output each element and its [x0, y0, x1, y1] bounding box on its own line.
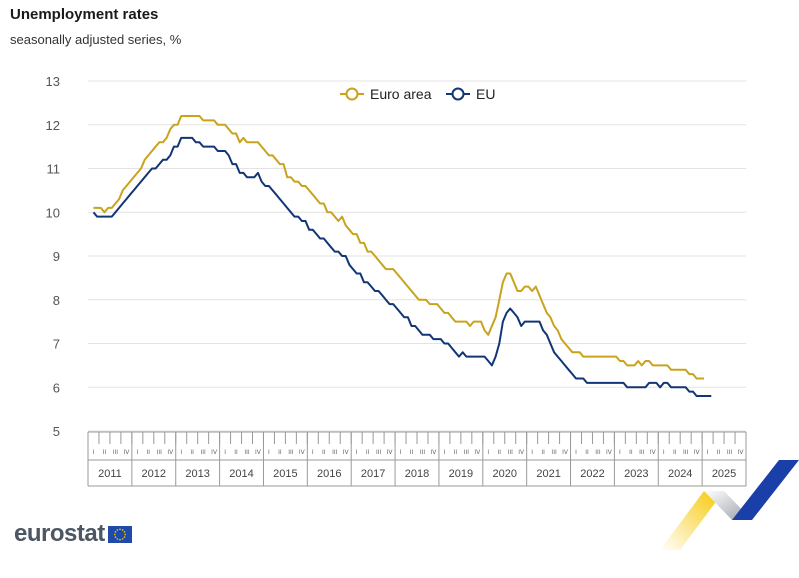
year-label: 2020 [492, 468, 516, 480]
series-line-eu [92, 136, 712, 397]
y-tick-label: 10 [46, 205, 60, 220]
year-label: 2023 [624, 468, 648, 480]
quarter-label: IV [562, 449, 569, 456]
quarter-label: I [531, 449, 533, 456]
quarter-label: II [673, 449, 677, 456]
quarter-label: I [444, 449, 446, 456]
y-tick-label: 6 [53, 380, 60, 395]
quarter-label: I [268, 449, 270, 456]
quarter-label: II [322, 449, 326, 456]
year-label: 2022 [580, 468, 604, 480]
quarter-label: I [663, 449, 665, 456]
y-tick-label: 8 [53, 293, 60, 308]
quarter-label: II [585, 449, 589, 456]
year-label: 2018 [405, 468, 429, 480]
y-tick-label: 12 [46, 118, 60, 133]
quarter-label: I [575, 449, 577, 456]
brand-name: eurostat [14, 520, 105, 547]
year-label: 2016 [317, 468, 341, 480]
year-label: 2024 [668, 468, 692, 480]
quarter-label: II [410, 449, 414, 456]
legend-label: Euro area [370, 86, 432, 102]
year-label: 2019 [449, 468, 473, 480]
year-label: 2017 [361, 468, 385, 480]
y-tick-label: 11 [47, 162, 61, 177]
legend-marker [345, 87, 359, 101]
chart-title: Unemployment rates [10, 6, 159, 23]
quarter-label: II [629, 449, 633, 456]
y-tick-label: 5 [53, 424, 60, 439]
quarter-label: II [190, 449, 194, 456]
chart-subtitle: seasonally adjusted series, % [10, 32, 182, 47]
year-label: 2012 [142, 468, 166, 480]
quarter-label: II [278, 449, 282, 456]
quarter-label: I [180, 449, 182, 456]
y-tick-label: 7 [53, 337, 60, 352]
quarter-label: I [224, 449, 226, 456]
quarter-label: II [454, 449, 458, 456]
quarter-label: IV [255, 449, 262, 456]
quarter-label: III [376, 449, 382, 456]
year-label: 2014 [229, 468, 253, 480]
quarter-label: I [136, 449, 138, 456]
year-label: 2011 [98, 468, 122, 480]
quarter-label: III [332, 449, 338, 456]
quarter-label: IV [299, 449, 306, 456]
year-label: 2013 [185, 468, 209, 480]
quarter-label: III [157, 449, 163, 456]
quarter-label: II [366, 449, 370, 456]
quarter-label: II [147, 449, 151, 456]
eurostat-logo: eurostat [14, 520, 132, 548]
quarter-label: II [541, 449, 545, 456]
quarter-label: I [400, 449, 402, 456]
quarter-label: III [639, 449, 645, 456]
quarter-label: I [707, 449, 709, 456]
year-label: 2015 [273, 468, 297, 480]
quarter-label: III [508, 449, 514, 456]
quarter-label: III [420, 449, 426, 456]
quarter-label: III [200, 449, 206, 456]
quarter-label: I [487, 449, 489, 456]
quarter-label: III [551, 449, 557, 456]
quarter-label: IV [694, 449, 701, 456]
quarter-label: IV [167, 449, 174, 456]
quarter-label: II [717, 449, 721, 456]
quarter-label: IV [431, 449, 438, 456]
quarter-label: IV [211, 449, 218, 456]
quarter-label: IV [606, 449, 613, 456]
ribbon-logo-icon [660, 460, 799, 550]
y-tick-label: 9 [53, 249, 60, 264]
quarter-label: III [244, 449, 250, 456]
quarter-label: IV [474, 449, 481, 456]
year-label: 2025 [712, 468, 736, 480]
quarter-label: I [356, 449, 358, 456]
series-line-euro-area [93, 115, 704, 380]
quarter-label: II [103, 449, 107, 456]
eu-flag-icon [107, 525, 132, 543]
quarter-label: III [683, 449, 689, 456]
y-tick-label: 13 [46, 74, 60, 89]
quarter-label: II [234, 449, 238, 456]
quarter-label: III [113, 449, 119, 456]
quarter-label: III [727, 449, 733, 456]
quarter-label: I [619, 449, 621, 456]
quarter-label: II [497, 449, 501, 456]
quarter-label: IV [738, 449, 745, 456]
legend-marker [451, 87, 465, 101]
legend-label: EU [476, 86, 495, 102]
quarter-label: IV [650, 449, 657, 456]
quarter-label: I [312, 449, 314, 456]
quarter-label: IV [123, 449, 130, 456]
quarter-label: IV [518, 449, 525, 456]
quarter-label: I [93, 449, 95, 456]
quarter-label: III [288, 449, 294, 456]
quarter-label: III [595, 449, 601, 456]
year-label: 2021 [536, 468, 560, 480]
quarter-label: IV [387, 449, 394, 456]
quarter-label: IV [343, 449, 350, 456]
quarter-label: III [464, 449, 470, 456]
